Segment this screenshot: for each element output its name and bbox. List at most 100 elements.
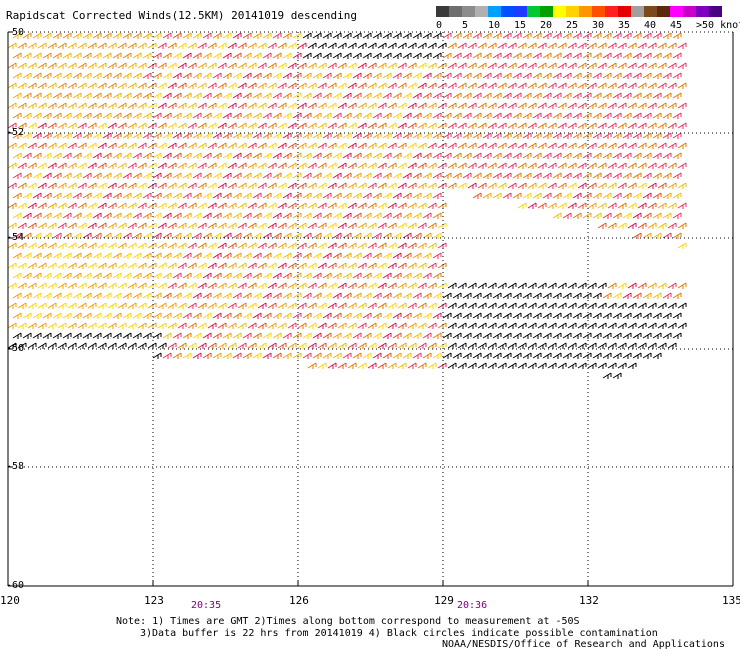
wind-barb <box>217 82 227 89</box>
wind-barb <box>292 212 302 219</box>
wind-barb <box>677 102 687 109</box>
wind-barb <box>307 242 317 249</box>
wind-barb <box>487 282 497 289</box>
wind-barb <box>442 72 452 79</box>
wind-barb <box>372 192 382 199</box>
wind-barb <box>307 162 317 169</box>
wind-barb <box>97 102 107 109</box>
wind-barb <box>412 212 422 219</box>
wind-barb <box>672 92 682 99</box>
wind-barb <box>452 332 462 339</box>
legend-label: 35 <box>618 20 631 31</box>
wind-barb <box>367 142 377 149</box>
wind-barb <box>82 272 92 279</box>
wind-barb <box>162 152 172 159</box>
wind-barb <box>537 342 547 349</box>
wind-barb <box>112 172 122 179</box>
wind-barb <box>677 222 687 229</box>
wind-barb <box>257 142 267 149</box>
wind-barb <box>572 192 582 199</box>
wind-barb <box>137 222 147 229</box>
wind-barb <box>177 222 187 229</box>
wind-barb <box>442 352 452 359</box>
wind-barb <box>632 172 642 179</box>
wind-barb <box>212 72 222 79</box>
wind-barb <box>127 342 137 349</box>
wind-barb <box>22 252 32 259</box>
wind-barb <box>677 82 687 89</box>
wind-barb <box>112 192 122 199</box>
wind-barb <box>577 322 587 329</box>
wind-barb <box>212 112 222 119</box>
wind-barb <box>507 182 517 189</box>
wind-barb <box>192 92 202 99</box>
wind-barb <box>297 282 307 289</box>
wind-barb <box>567 322 577 329</box>
wind-barb <box>172 292 182 299</box>
wind-barb <box>82 32 92 39</box>
wind-barb <box>102 52 112 59</box>
wind-barb <box>62 112 72 119</box>
wind-barb <box>52 232 62 239</box>
wind-barb <box>622 192 632 199</box>
wind-barb <box>27 122 37 129</box>
wind-barb <box>347 122 357 129</box>
wind-barb <box>297 202 307 209</box>
wind-barb <box>622 312 632 319</box>
wind-barb <box>347 362 357 369</box>
wind-barb <box>292 352 302 359</box>
wind-barb <box>377 122 387 129</box>
wind-barb <box>412 52 422 59</box>
wind-barb <box>527 302 537 309</box>
wind-barb <box>492 152 502 159</box>
wind-barb <box>662 52 672 59</box>
wind-barb <box>102 212 112 219</box>
wind-barb <box>72 332 82 339</box>
wind-barb <box>587 122 597 129</box>
wind-barb <box>87 342 97 349</box>
wind-barb <box>477 82 487 89</box>
wind-barb <box>267 162 277 169</box>
wind-barb <box>7 262 17 269</box>
wind-barb <box>612 112 622 119</box>
wind-barb <box>197 182 207 189</box>
wind-barb <box>542 292 552 299</box>
wind-barb <box>537 282 547 289</box>
wind-barb <box>292 292 302 299</box>
wind-barb <box>427 142 437 149</box>
wind-barb <box>222 292 232 299</box>
wind-barb <box>382 52 392 59</box>
wind-barb <box>572 292 582 299</box>
wind-barb <box>67 42 77 49</box>
wind-barb <box>462 332 472 339</box>
wind-barb <box>312 172 322 179</box>
wind-barb <box>477 322 487 329</box>
wind-barb <box>497 62 507 69</box>
wind-barb <box>137 102 147 109</box>
wind-barb <box>632 192 642 199</box>
wind-barb <box>177 142 187 149</box>
wind-barb <box>457 122 467 129</box>
wind-barb <box>592 172 602 179</box>
wind-barb <box>287 242 297 249</box>
wind-barb <box>512 172 522 179</box>
wind-barb <box>77 102 87 109</box>
wind-barb <box>382 332 392 339</box>
wind-barb <box>382 292 392 299</box>
wind-barb <box>487 362 497 369</box>
wind-barb <box>432 352 442 359</box>
wind-barb <box>317 82 327 89</box>
wind-barb <box>547 362 557 369</box>
wind-barb <box>47 242 57 249</box>
wind-barb <box>282 272 292 279</box>
wind-barb <box>217 302 227 309</box>
wind-barb <box>252 192 262 199</box>
wind-barb <box>32 232 42 239</box>
wind-barb <box>337 82 347 89</box>
wind-barb <box>182 92 192 99</box>
wind-barb <box>452 92 462 99</box>
wind-barb <box>422 352 432 359</box>
wind-barb <box>377 142 387 149</box>
wind-barb <box>107 342 117 349</box>
wind-barb <box>487 102 497 109</box>
